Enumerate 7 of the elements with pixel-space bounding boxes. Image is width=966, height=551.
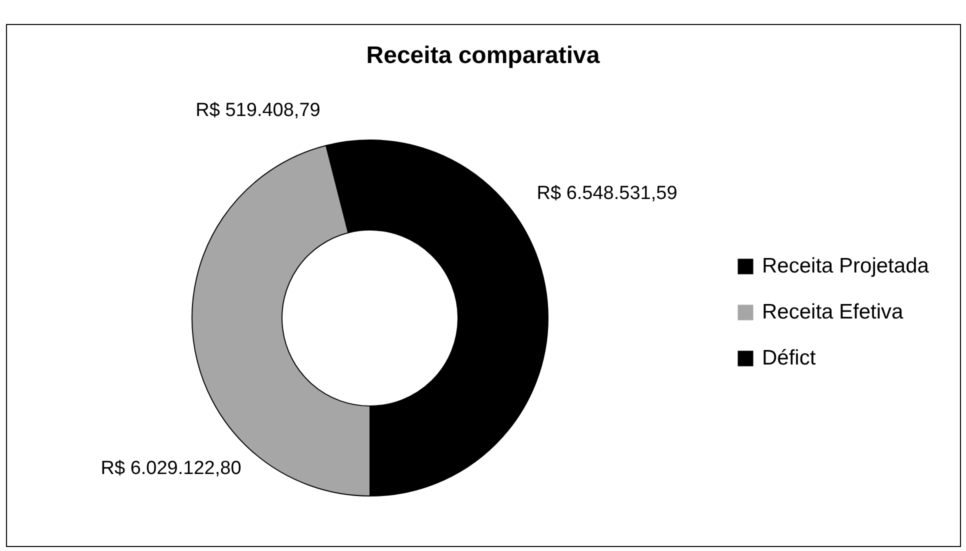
chart-title: Receita comparativa: [366, 42, 600, 69]
legend-label: Receita Efetiva: [762, 300, 904, 324]
legend-label: Défict: [762, 346, 816, 370]
legend-label: Receita Projetada: [762, 254, 930, 278]
data-label: R$ 6.029.122,80: [100, 458, 242, 479]
data-label: R$ 519.408,79: [196, 100, 320, 121]
data-label: R$ 6.548.531,59: [536, 183, 678, 204]
